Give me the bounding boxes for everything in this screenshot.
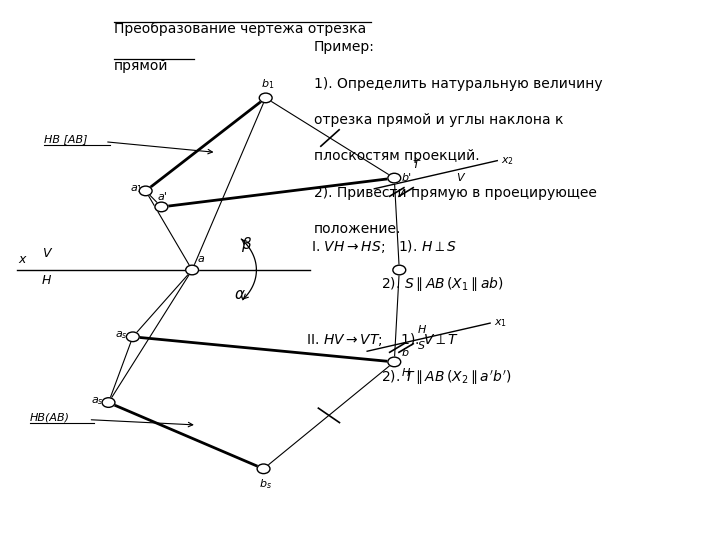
Text: 1). Определить натуральную величину: 1). Определить натуральную величину (314, 77, 602, 91)
Text: Пример:: Пример: (314, 40, 374, 54)
Text: a: a (197, 254, 204, 264)
Text: S: S (418, 341, 425, 350)
Text: H: H (402, 368, 410, 379)
Text: HB [AB]: HB [AB] (44, 134, 88, 144)
Text: $b_s$: $b_s$ (259, 477, 272, 491)
Text: Преобразование чертежа отрезка: Преобразование чертежа отрезка (114, 22, 366, 36)
Text: H: H (42, 274, 51, 287)
Text: 2). $T \parallel AB\,(X_2 \parallel a'b')$: 2). $T \parallel AB\,(X_2 \parallel a'b'… (382, 369, 512, 387)
Text: H: H (418, 325, 426, 335)
Circle shape (257, 464, 270, 474)
Text: V: V (456, 173, 464, 183)
Circle shape (155, 202, 168, 212)
Circle shape (388, 173, 401, 183)
Text: b': b' (402, 173, 412, 183)
Text: a': a' (158, 192, 168, 201)
Text: HB(AB): HB(AB) (30, 413, 70, 422)
Circle shape (127, 332, 139, 342)
Text: x: x (19, 253, 26, 266)
Text: b: b (402, 348, 408, 357)
Text: II. $HV \rightarrow VT$;    1). $V \perp T$: II. $HV \rightarrow VT$; 1). $V \perp T$ (307, 332, 459, 348)
Text: положение.: положение. (314, 222, 401, 236)
Circle shape (259, 93, 272, 103)
Text: $a_s$: $a_s$ (115, 329, 127, 341)
Text: $x_2$: $x_2$ (501, 155, 514, 166)
Circle shape (139, 186, 152, 195)
Text: T: T (413, 160, 419, 171)
Circle shape (102, 398, 115, 407)
Circle shape (186, 265, 199, 275)
Text: α: α (235, 287, 245, 302)
Text: плоскостям проекций.: плоскостям проекций. (314, 149, 480, 163)
Text: 2). Привести прямую в проецирующее: 2). Привести прямую в проецирующее (314, 186, 596, 200)
Text: I. $VH \rightarrow HS$;   1). $H \perp S$: I. $VH \rightarrow HS$; 1). $H \perp S$ (312, 238, 457, 255)
Text: $b_1$: $b_1$ (261, 78, 275, 91)
Text: β: β (240, 237, 251, 252)
Text: 2). $S \parallel AB\,(X_1 \parallel ab)$: 2). $S \parallel AB\,(X_1 \parallel ab)$ (382, 275, 504, 293)
Text: прямой: прямой (114, 59, 168, 73)
Circle shape (393, 265, 406, 275)
Text: V: V (42, 247, 50, 260)
Circle shape (388, 357, 401, 367)
Text: $x_1$: $x_1$ (494, 317, 507, 329)
Text: $a_1$: $a_1$ (130, 184, 143, 195)
Text: отрезка прямой и углы наклона к: отрезка прямой и углы наклона к (314, 113, 563, 127)
Text: $a_s$: $a_s$ (91, 395, 104, 407)
